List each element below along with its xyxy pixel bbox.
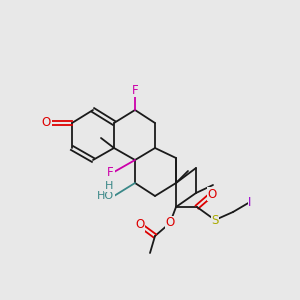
Text: O: O bbox=[42, 116, 51, 130]
Text: O: O bbox=[135, 218, 145, 232]
Text: HO: HO bbox=[97, 191, 114, 201]
Text: F: F bbox=[107, 166, 114, 178]
Text: O: O bbox=[207, 188, 217, 200]
Text: H: H bbox=[105, 181, 113, 191]
Text: S: S bbox=[211, 214, 219, 226]
Text: O: O bbox=[165, 217, 175, 230]
Text: I: I bbox=[248, 196, 252, 208]
Text: F: F bbox=[132, 83, 138, 97]
